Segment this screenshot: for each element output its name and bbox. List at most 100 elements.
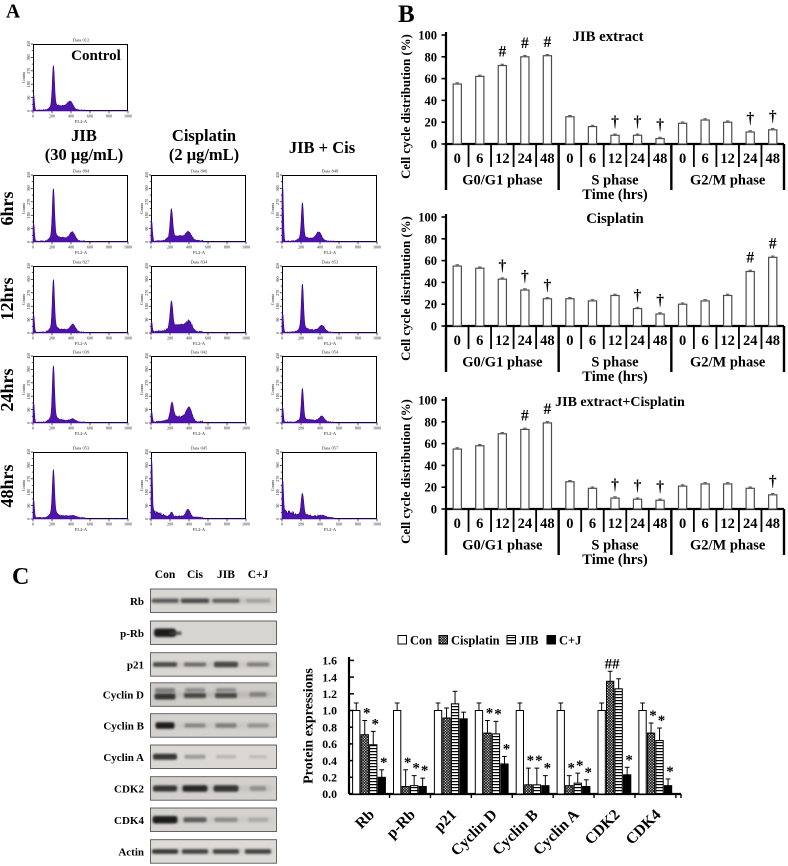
svg-text:#: # [746, 250, 754, 267]
svg-text:450: 450 [26, 353, 31, 359]
svg-text:0: 0 [275, 332, 280, 334]
svg-text:180: 180 [144, 393, 149, 399]
svg-text:360: 360 [26, 462, 31, 468]
svg-text:JIB: JIB [519, 634, 538, 648]
svg-text:40: 40 [425, 94, 438, 108]
svg-text:0: 0 [150, 426, 152, 431]
svg-text:450: 450 [26, 41, 31, 47]
svg-text:80: 80 [425, 415, 438, 429]
svg-text:200: 200 [49, 114, 55, 119]
svg-text:(2 μg/mL): (2 μg/mL) [169, 145, 239, 164]
svg-text:CDK4: CDK4 [114, 815, 144, 827]
svg-text:90: 90 [26, 408, 31, 412]
svg-text:6: 6 [476, 516, 483, 532]
svg-text:Data 806: Data 806 [191, 169, 208, 174]
svg-text:*: * [649, 708, 657, 724]
svg-text:0: 0 [454, 151, 461, 167]
svg-text:G0/G1 phase: G0/G1 phase [462, 173, 543, 189]
svg-text:Counts: Counts [139, 383, 144, 395]
svg-text:800: 800 [106, 522, 112, 527]
svg-text:A: A [6, 2, 20, 23]
svg-text:*: * [568, 761, 576, 777]
svg-text:1000: 1000 [242, 245, 250, 250]
svg-text:†: † [634, 477, 642, 494]
svg-text:90: 90 [144, 504, 149, 508]
svg-text:6: 6 [589, 151, 596, 167]
svg-text:Counts: Counts [139, 479, 144, 491]
svg-text:Cyclin B: Cyclin B [103, 720, 144, 732]
svg-text:800: 800 [224, 336, 230, 341]
svg-text:800: 800 [224, 426, 230, 431]
svg-text:0: 0 [431, 320, 437, 334]
svg-text:0: 0 [281, 522, 283, 527]
svg-text:360: 360 [144, 185, 149, 191]
svg-text:0: 0 [566, 151, 573, 167]
svg-text:Cyclin D: Cyclin D [103, 690, 144, 702]
svg-text:G0/G1 phase: G0/G1 phase [462, 355, 543, 371]
svg-text:180: 180 [144, 489, 149, 495]
svg-text:600: 600 [336, 245, 342, 250]
svg-text:48: 48 [653, 333, 668, 349]
svg-text:180: 180 [144, 303, 149, 309]
svg-text:200: 200 [298, 522, 304, 527]
svg-text:0: 0 [32, 245, 34, 250]
svg-text:360: 360 [26, 276, 31, 282]
svg-text:S phase: S phase [591, 173, 639, 189]
svg-text:12: 12 [720, 516, 735, 532]
svg-text:270: 270 [275, 476, 280, 482]
svg-text:Counts: Counts [270, 293, 275, 305]
svg-text:400: 400 [68, 426, 74, 431]
svg-text:0: 0 [275, 518, 280, 520]
svg-text:Cisplatin: Cisplatin [172, 126, 236, 145]
svg-text:600: 600 [87, 522, 93, 527]
svg-text:†: † [521, 268, 529, 285]
svg-text:12: 12 [495, 516, 510, 532]
svg-text:JIB + Cis: JIB + Cis [289, 138, 356, 157]
svg-text:600: 600 [336, 426, 342, 431]
svg-text:450: 450 [275, 263, 280, 269]
svg-text:400: 400 [317, 426, 323, 431]
svg-text:12: 12 [608, 151, 623, 167]
svg-text:48: 48 [540, 151, 555, 167]
svg-text:180: 180 [26, 212, 31, 218]
svg-text:Counts: Counts [270, 479, 275, 491]
svg-text:1000: 1000 [373, 426, 381, 431]
svg-text:0: 0 [26, 332, 31, 334]
svg-text:*: * [421, 763, 429, 779]
svg-text:90: 90 [26, 318, 31, 322]
svg-text:CDK2: CDK2 [114, 783, 144, 795]
svg-text:*: * [527, 753, 535, 769]
svg-text:360: 360 [144, 462, 149, 468]
svg-text:200: 200 [167, 245, 173, 250]
svg-text:†: † [769, 108, 777, 125]
svg-text:0: 0 [32, 426, 34, 431]
svg-text:400: 400 [186, 336, 192, 341]
svg-text:12: 12 [495, 333, 510, 349]
svg-text:6: 6 [476, 151, 483, 167]
svg-text:450: 450 [144, 172, 149, 178]
svg-text:0.4: 0.4 [322, 754, 337, 768]
svg-text:G2/M phase: G2/M phase [690, 355, 766, 371]
svg-text:#: # [498, 44, 506, 61]
svg-text:†: † [611, 113, 619, 130]
svg-text:G2/M phase: G2/M phase [690, 173, 766, 189]
svg-text:24: 24 [743, 151, 758, 167]
svg-text:40: 40 [425, 276, 438, 290]
svg-text:FL2-A: FL2-A [75, 119, 88, 124]
svg-text:80: 80 [425, 232, 438, 246]
svg-text:270: 270 [26, 290, 31, 296]
svg-text:0: 0 [26, 422, 31, 424]
svg-text:1000: 1000 [242, 336, 250, 341]
svg-text:Cis: Cis [187, 569, 204, 581]
svg-text:Cell cycle distribution (%): Cell cycle distribution (%) [399, 399, 413, 544]
svg-text:80: 80 [425, 50, 438, 64]
svg-text:40: 40 [425, 459, 438, 473]
svg-text:†: † [769, 473, 777, 490]
svg-text:FL2-A: FL2-A [324, 527, 337, 532]
svg-text:270: 270 [275, 380, 280, 386]
svg-text:450: 450 [275, 353, 280, 359]
svg-text:Time (hrs): Time (hrs) [582, 369, 648, 385]
svg-text:90: 90 [275, 227, 280, 231]
svg-text:90: 90 [275, 408, 280, 412]
svg-text:24: 24 [743, 516, 758, 532]
